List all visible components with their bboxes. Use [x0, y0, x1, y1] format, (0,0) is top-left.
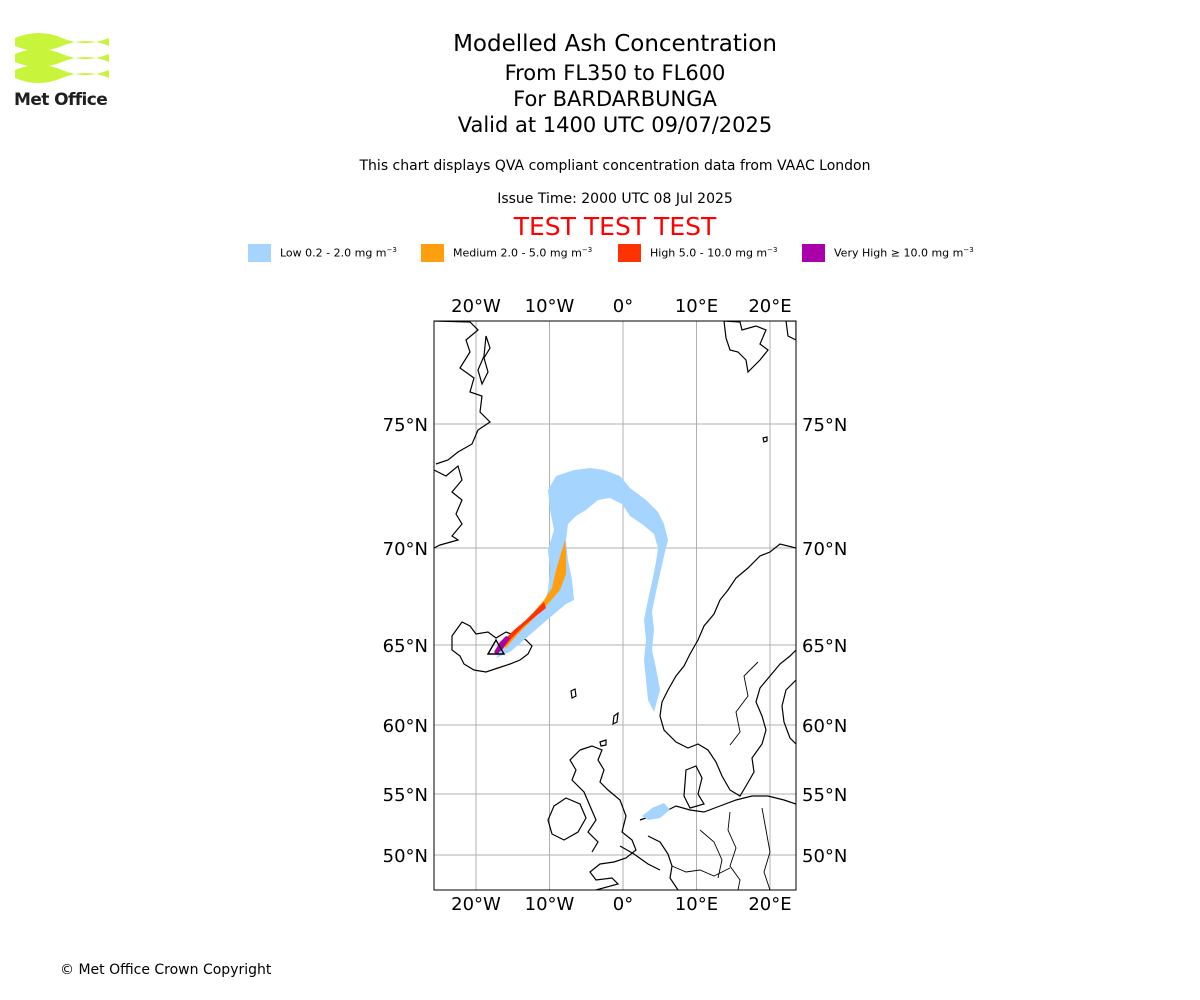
coastlines — [434, 321, 796, 890]
latitude-label: 75°N — [383, 415, 428, 436]
logo-wordmark: Met Office — [14, 90, 108, 110]
latitude-label: 65°N — [383, 636, 428, 657]
latitude-label: 65°N — [802, 636, 847, 657]
latitude-label: 70°N — [383, 539, 428, 560]
legend-label-low: Low 0.2 - 2.0 mg m — [280, 246, 387, 260]
flight-level-range: From FL350 to FL600 — [504, 61, 726, 85]
legend-swatch-high — [618, 244, 641, 262]
test-banner: TEST TEST TEST — [513, 212, 717, 241]
chart-description: This chart displays QVA compliant concen… — [359, 158, 871, 174]
latitude-label: 55°N — [802, 785, 847, 806]
ash-low-region — [496, 468, 668, 712]
title-block: Modelled Ash Concentration From FL350 to… — [315, 28, 915, 138]
legend-swatch-very-high — [802, 244, 825, 262]
valid-time: Valid at 1400 UTC 09/07/2025 — [457, 113, 773, 137]
volcano-triangle-icon — [486, 638, 506, 655]
graticule — [434, 321, 796, 890]
longitude-label: 10°W — [525, 894, 575, 915]
legend-item-very-high: Very High ≥ 10.0 mg m−3 — [802, 244, 974, 262]
legend-item-low: Low 0.2 - 2.0 mg m−3 — [248, 244, 397, 262]
volcano-name: For BARDARBUNGA — [513, 87, 717, 111]
longitude-label: 20°E — [748, 296, 791, 317]
longitude-label: 10°W — [525, 296, 575, 317]
map-frame — [433, 320, 797, 891]
met-office-logo — [15, 33, 109, 83]
latitude-label: 70°N — [802, 539, 847, 560]
concentration-legend: Low 0.2 - 2.0 mg m−3 Medium 2.0 - 5.0 mg… — [0, 244, 1200, 264]
latitude-label: 55°N — [383, 785, 428, 806]
longitude-label: 20°W — [451, 296, 501, 317]
longitude-label: 0° — [613, 296, 633, 317]
legend-item-medium: Medium 2.0 - 5.0 mg m−3 — [421, 244, 592, 262]
legend-label-high: High 5.0 - 10.0 mg m — [650, 246, 768, 260]
latitude-label: 75°N — [802, 415, 847, 436]
legend-swatch-low — [248, 244, 271, 262]
ash-low-fragment — [642, 803, 670, 820]
legend-item-high: High 5.0 - 10.0 mg m−3 — [618, 244, 777, 262]
chart-title: Modelled Ash Concentration — [453, 31, 777, 57]
latitude-label: 60°N — [383, 716, 428, 737]
latitude-label: 60°N — [802, 716, 847, 737]
latitude-label: 50°N — [802, 846, 847, 867]
ash-very-high-region — [494, 636, 510, 655]
legend-label-very-high: Very High ≥ 10.0 mg m — [834, 246, 964, 260]
longitude-label: 20°W — [451, 894, 501, 915]
copyright: © Met Office Crown Copyright — [60, 962, 272, 978]
graticule-labels: 20°W 20°W 10°W 10°W 0° 0° 10°E 10°E 20°E 20°E 75°N… — [383, 296, 848, 915]
longitude-label: 10°E — [675, 296, 718, 317]
issue-time: Issue Time: 2000 UTC 08 Jul 2025 — [497, 191, 733, 207]
latitude-label: 50°N — [383, 846, 428, 867]
longitude-label: 0° — [613, 894, 633, 915]
longitude-label: 10°E — [675, 894, 718, 915]
legend-label-medium: Medium 2.0 - 5.0 mg m — [453, 246, 582, 260]
longitude-label: 20°E — [748, 894, 791, 915]
legend-swatch-medium — [421, 244, 444, 262]
